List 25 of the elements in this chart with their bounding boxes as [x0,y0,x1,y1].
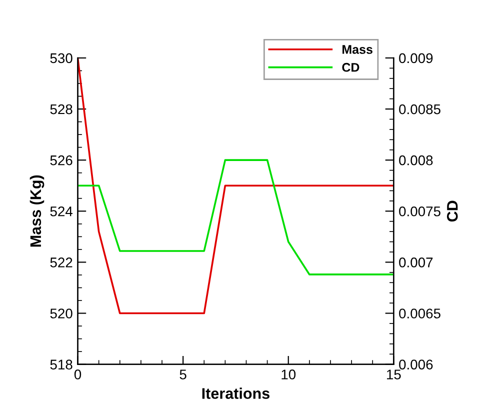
y-tick-label: 520 [50,308,72,318]
y2-tick-label: 0.0085 [399,104,440,114]
x-tick-label: 5 [180,370,186,380]
y2-tick-label: 0.006 [399,360,433,370]
y-tick-label: 526 [50,155,72,166]
y-tick-label: 528 [50,104,72,114]
x-tick-label: 15 [386,370,401,380]
y2-tick-label: 0.008 [399,155,433,166]
x-tick-label: 0 [74,370,82,380]
y2-tick-label: 0.007 [399,258,433,268]
y2-axis-title: CD [446,200,458,222]
line-series [78,58,394,314]
x-axis-title: Iterations [202,388,270,399]
y2-tick-label: 0.009 [399,53,433,64]
y-tick-label: 530 [50,53,72,64]
legend-label: Mass [342,45,372,54]
line-series [78,159,394,276]
y2-tick-label: 0.0075 [399,206,440,216]
y-tick-label: 522 [50,258,72,268]
x-tick-label: 10 [282,370,296,380]
y-axis-title: Mass (Kg) [30,175,44,247]
legend-label: CD [342,62,360,72]
y-tick-label: 518 [50,360,72,370]
y-tick-label: 524 [50,206,72,216]
y2-tick-label: 0.0065 [399,308,440,318]
